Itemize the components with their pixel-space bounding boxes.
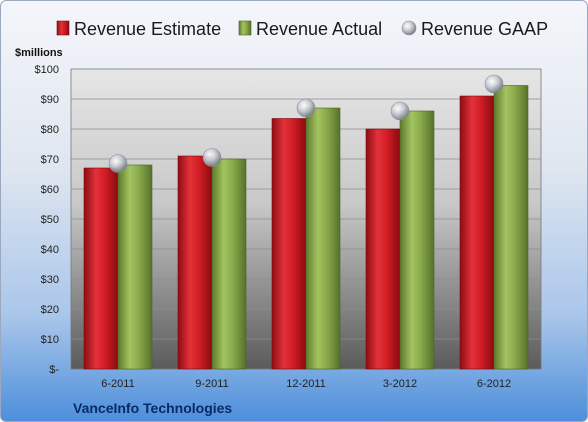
bar-revenue-estimate <box>177 155 213 370</box>
legend-swatch-estimate <box>56 20 70 36</box>
point-revenue-gaap <box>484 74 504 94</box>
y-tick-label: $40 <box>41 244 59 256</box>
x-tick-label: 6-2011 <box>101 378 134 390</box>
y-tick-label: $- <box>49 364 59 376</box>
legend: Revenue Estimate Revenue Actual Revenue … <box>56 19 548 39</box>
bar-revenue-actual <box>211 158 247 370</box>
legend-item-estimate: Revenue Estimate <box>56 19 221 39</box>
y-tick-label: $100 <box>35 64 59 76</box>
bars <box>83 85 529 370</box>
bar-revenue-actual <box>305 107 341 370</box>
y-tick-label: $80 <box>41 124 59 136</box>
gaap-points <box>108 74 504 173</box>
point-revenue-gaap <box>390 101 410 121</box>
y-tick-label: $90 <box>41 94 59 106</box>
bar-revenue-estimate <box>83 167 119 370</box>
x-axis-ticks: 6-2011 9-2011 12-2011 3-2012 6-2012 <box>101 378 511 390</box>
y-tick-label: $50 <box>41 214 59 226</box>
y-axis-unit: $millions <box>15 47 63 59</box>
bar-revenue-actual <box>493 85 529 370</box>
legend-item-gaap: Revenue GAAP <box>401 19 548 39</box>
x-tick-label: 3-2012 <box>383 378 417 390</box>
point-revenue-gaap <box>202 148 222 167</box>
legend-swatch-actual <box>238 20 252 36</box>
y-tick-label: $20 <box>41 304 59 316</box>
x-tick-label: 6-2012 <box>477 378 511 390</box>
y-tick-label: $30 <box>41 274 59 286</box>
legend-label-actual: Revenue Actual <box>256 19 382 39</box>
x-tick-label: 12-2011 <box>286 378 326 390</box>
bar-revenue-actual <box>399 110 435 370</box>
point-revenue-gaap <box>108 154 128 173</box>
y-axis-ticks: $- $10 $20 $30 $40 $50 $60 $70 $80 $90 $100 <box>35 64 60 376</box>
legend-label-estimate: Revenue Estimate <box>74 19 221 39</box>
legend-item-actual: Revenue Actual <box>238 19 382 39</box>
y-tick-label: $60 <box>41 184 59 196</box>
point-revenue-gaap <box>296 98 316 118</box>
y-tick-label: $10 <box>41 334 59 346</box>
bar-revenue-estimate <box>271 118 307 370</box>
y-tick-label: $70 <box>41 154 59 166</box>
x-tick-label: 9-2011 <box>195 378 228 390</box>
bar-revenue-actual <box>117 164 153 370</box>
company-name: VanceInfo Technologies <box>73 400 232 416</box>
bar-revenue-estimate <box>365 128 401 370</box>
legend-label-gaap: Revenue GAAP <box>421 19 548 39</box>
bar-revenue-estimate <box>459 95 495 370</box>
legend-marker-gaap <box>401 20 417 36</box>
